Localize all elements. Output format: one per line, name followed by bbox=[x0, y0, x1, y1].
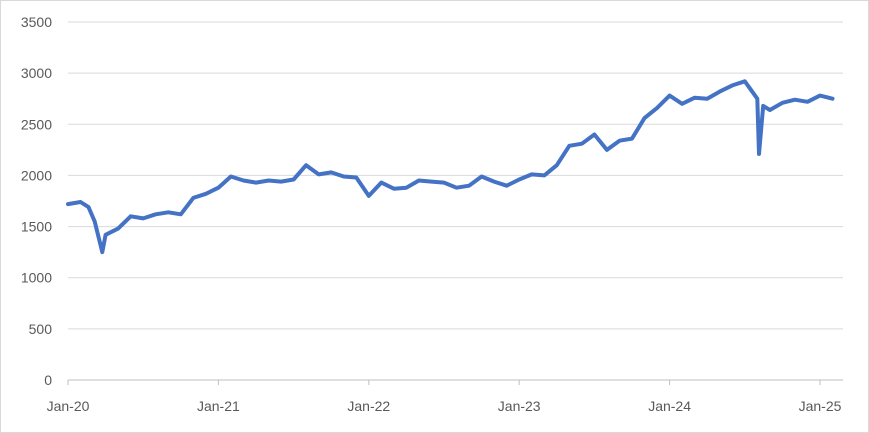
x-tick-label: Jan-22 bbox=[347, 398, 390, 414]
x-tick-label: Jan-24 bbox=[648, 398, 691, 414]
y-tick-label: 3000 bbox=[21, 65, 52, 81]
x-tick-label: Jan-23 bbox=[498, 398, 541, 414]
x-tick-label: Jan-25 bbox=[799, 398, 842, 414]
y-tick-label: 2000 bbox=[21, 167, 52, 183]
y-tick-label: 500 bbox=[29, 321, 53, 337]
y-tick-label: 1000 bbox=[21, 270, 52, 286]
y-tick-label: 0 bbox=[44, 372, 52, 388]
y-tick-label: 1500 bbox=[21, 219, 52, 235]
y-tick-label: 3500 bbox=[21, 14, 52, 30]
y-axis-tick-labels: 0 500 1000 1500 2000 2500 3000 3500 bbox=[21, 14, 52, 388]
series-group bbox=[66, 79, 835, 255]
x-axis-tick-marks bbox=[67, 380, 821, 385]
x-axis-tick-labels: Jan-20 Jan-21 Jan-22 Jan-23 Jan-24 Jan-25 bbox=[47, 398, 842, 414]
series-line bbox=[66, 79, 835, 255]
y-tick-label: 2500 bbox=[21, 116, 52, 132]
x-tick-label: Jan-20 bbox=[47, 398, 90, 414]
x-tick-label: Jan-21 bbox=[197, 398, 240, 414]
gridlines bbox=[68, 21, 843, 330]
